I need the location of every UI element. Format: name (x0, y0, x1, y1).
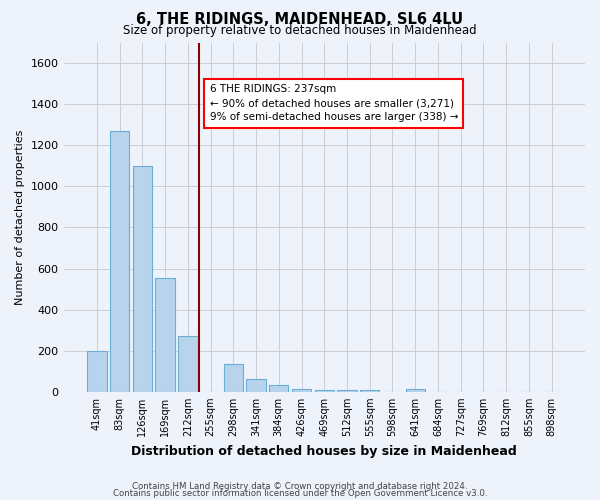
Bar (314, 390, 334, 392)
Bar (360, 390, 379, 392)
Bar (87, 352, 107, 392)
Bar (224, 364, 243, 392)
Text: Size of property relative to detached houses in Maidenhead: Size of property relative to detached ho… (123, 24, 477, 37)
Text: 6 THE RIDINGS: 237sqm
← 90% of detached houses are smaller (3,271)
9% of semi-de: 6 THE RIDINGS: 237sqm ← 90% of detached … (209, 84, 458, 122)
Bar (155, 278, 175, 392)
Y-axis label: Number of detached properties: Number of detached properties (15, 130, 25, 305)
Bar (292, 388, 311, 392)
Bar (337, 390, 356, 392)
Bar (247, 379, 266, 392)
X-axis label: Distribution of detached houses by size in Maidenhead: Distribution of detached houses by size … (131, 444, 517, 458)
Bar (269, 385, 289, 392)
Bar (178, 336, 197, 392)
Text: Contains HM Land Registry data © Crown copyright and database right 2024.: Contains HM Land Registry data © Crown c… (132, 482, 468, 491)
Text: Contains public sector information licensed under the Open Government Licence v3: Contains public sector information licen… (113, 489, 487, 498)
Bar (406, 389, 425, 392)
Bar (133, 166, 152, 392)
Bar (110, 130, 130, 392)
Text: 6, THE RIDINGS, MAIDENHEAD, SL6 4LU: 6, THE RIDINGS, MAIDENHEAD, SL6 4LU (136, 12, 464, 28)
